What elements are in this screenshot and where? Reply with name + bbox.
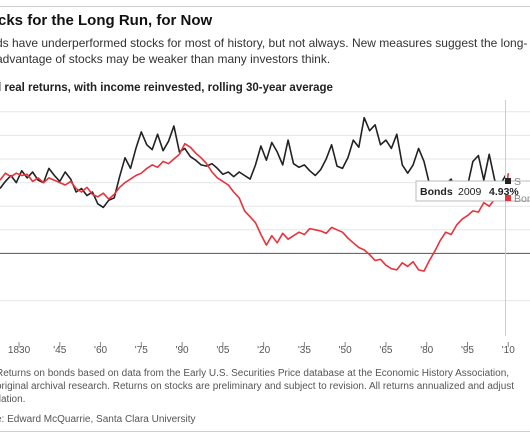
- x-tick-label: '45: [53, 345, 66, 356]
- top-rule: [0, 6, 530, 7]
- hover-overlay: Bonds 2009 4.93%: [415, 100, 530, 336]
- gridlines: [0, 111, 530, 302]
- x-tick-label: '95: [461, 345, 474, 356]
- legend-label-bonds: Bon: [514, 193, 530, 205]
- subtitle-line: ds have underperformed stocks for most o…: [0, 36, 528, 50]
- legend: S Bon: [505, 176, 530, 205]
- bonds-line: [0, 142, 510, 272]
- footnote-line: Returns on bonds based on data from the …: [0, 368, 510, 379]
- x-tick-label: '50: [339, 345, 352, 356]
- bottom-rule: [0, 431, 530, 432]
- subtitle-line: advantage of stocks may be weaker than m…: [0, 52, 331, 66]
- footnote-line: original archival research. Returns on s…: [0, 381, 515, 392]
- legend-label-stocks: S: [514, 176, 521, 188]
- chart-title: cks for the Long Run, for Now: [0, 12, 213, 29]
- x-tick-label: '60: [94, 345, 107, 356]
- x-tick-label: '05: [216, 345, 229, 356]
- x-tick-label: '10: [502, 345, 515, 356]
- source-note: e: Edward McQuarrie, Santa Clara Univers…: [0, 414, 196, 425]
- x-tick-label: '90: [176, 345, 189, 356]
- legend-swatch-bonds: [505, 195, 511, 201]
- x-axis-ticks: 1830 '45 '60 '75 '90 '05 '20 '35 '50 '65 '80 '95 '10: [8, 342, 515, 356]
- legend-swatch-stocks: [505, 178, 511, 184]
- tooltip-year: 2009: [458, 186, 482, 198]
- chart-subtitle: ds have underperformed stocks for most o…: [0, 35, 530, 67]
- footnote: Returns on bonds based on data from the …: [0, 367, 530, 406]
- chart-measure-label: l real returns, with income reinvested, …: [0, 82, 333, 94]
- tooltip-series: Bonds: [420, 186, 453, 198]
- x-tick-label: '65: [379, 345, 392, 356]
- tooltip-box: [415, 180, 530, 202]
- x-tick-label: '80: [420, 345, 433, 356]
- tooltip-value: 4.93%: [489, 186, 519, 198]
- x-tick-label: '20: [257, 345, 270, 356]
- line-chart: 1830 '45 '60 '75 '90 '05 '20 '35 '50 '65 '80 '95 '10…: [0, 100, 530, 356]
- stocks-line: [0, 116, 507, 209]
- x-tick-label: '35: [298, 345, 311, 356]
- x-tick-label: 1830: [8, 345, 31, 356]
- footnote-line: flation.: [0, 394, 26, 405]
- x-tick-label: '75: [135, 345, 148, 356]
- series-lines: [0, 116, 510, 272]
